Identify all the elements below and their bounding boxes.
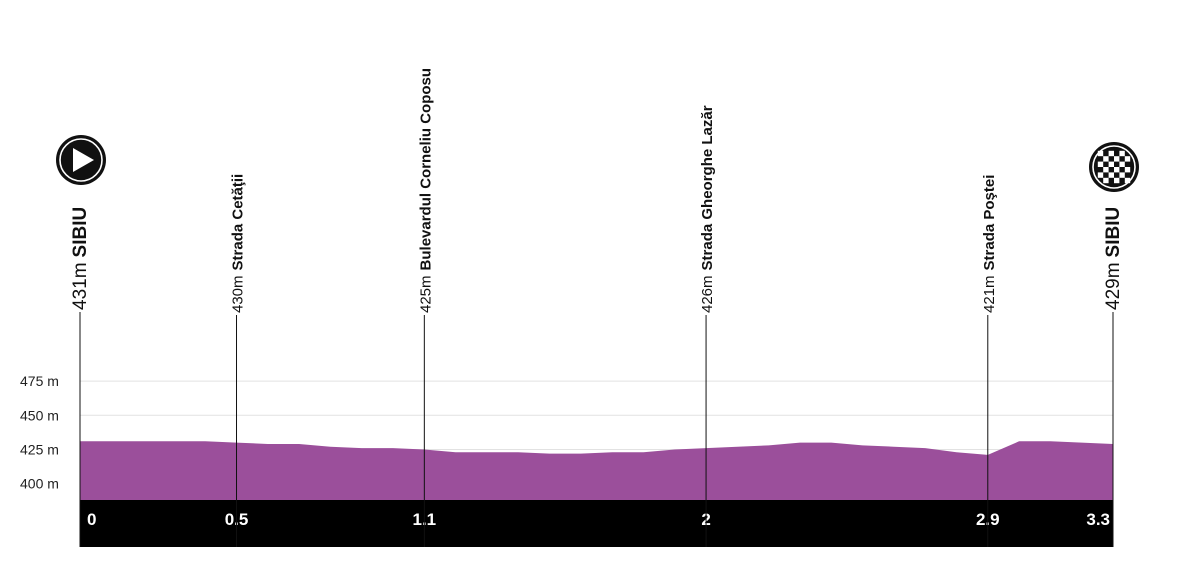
waypoint-name: Strada Gheorghe Lazăr [699, 105, 716, 270]
waypoint-text: 421m Strada Poştei [981, 175, 998, 313]
waypoint-label: 430m Strada Cetăţii [230, 174, 247, 313]
checker-square [1124, 167, 1131, 173]
checker-square [1124, 177, 1131, 184]
start-icon-ring [59, 138, 103, 182]
checker-square [1103, 156, 1109, 162]
checker-square [1097, 172, 1104, 178]
checker-square [1114, 167, 1120, 173]
checker-square [1108, 172, 1114, 178]
y-tick-label: 450 m [20, 407, 59, 423]
start-play-icon [56, 135, 106, 185]
distance-axis-band [80, 500, 1113, 547]
checker-square [1097, 150, 1104, 157]
checker-square [1119, 172, 1125, 178]
checker-square [1097, 161, 1104, 167]
checker-square [1103, 177, 1109, 184]
waypoint-markers: 431m SIBIU 430m Strada Cetăţii 425m Bulevardu… [70, 68, 1124, 547]
finish-flag-icon [1089, 142, 1139, 192]
waypoint-altitude: 426m [699, 275, 716, 313]
waypoint-text: 426m Strada Gheorghe Lazăr [699, 105, 716, 313]
y-axis-ticks: 475 m 450 m 425 m 400 m [20, 373, 59, 491]
checker-square [1119, 161, 1125, 167]
finish-icon-ring [1092, 145, 1136, 189]
waypoint-altitude: 421m [981, 275, 998, 313]
y-tick-label: 400 m [20, 476, 59, 492]
waypoint-label: 431m SIBIU [70, 207, 91, 310]
x-tick-label: 3.3 [1086, 510, 1110, 529]
waypoint-text: 431m SIBIU [70, 207, 91, 310]
waypoint-altitude: 425m [417, 275, 434, 313]
start-finish-icons [56, 135, 1139, 192]
waypoint-name: Strada Cetăţii [230, 174, 247, 271]
waypoint-name: SIBIU [70, 207, 91, 258]
checker-square [1108, 161, 1114, 167]
checker-square [1103, 167, 1109, 173]
waypoint-text: 425m Bulevardul Corneliu Coposu [417, 68, 434, 313]
elevation-profile-area [80, 441, 1113, 500]
checker-square [1114, 156, 1120, 162]
waypoint-label: 426m Strada Gheorghe Lazăr [699, 105, 716, 313]
start-icon-triangle [73, 148, 94, 172]
waypoint-text: 430m Strada Cetăţii [230, 174, 247, 313]
waypoint-name: Strada Poştei [981, 175, 998, 271]
waypoint-label: 429m SIBIU [1103, 207, 1124, 310]
waypoint-altitude: 429m [1103, 262, 1124, 310]
y-tick-label: 425 m [20, 441, 59, 457]
x-tick-label: 0 [87, 510, 96, 529]
waypoint-label: 421m Strada Poştei [981, 175, 998, 313]
checker-square [1108, 150, 1114, 157]
y-tick-label: 475 m [20, 373, 59, 389]
checker-square [1124, 156, 1131, 162]
waypoint-altitude: 431m [70, 262, 91, 310]
checker-square [1119, 150, 1125, 157]
waypoint-text: 429m SIBIU [1103, 207, 1124, 310]
waypoint-altitude: 430m [230, 275, 247, 313]
waypoint-label: 425m Bulevardul Corneliu Coposu [417, 68, 434, 313]
checker-square [1114, 177, 1120, 184]
waypoint-name: Bulevardul Corneliu Coposu [417, 68, 434, 271]
waypoint-name: SIBIU [1103, 207, 1124, 258]
